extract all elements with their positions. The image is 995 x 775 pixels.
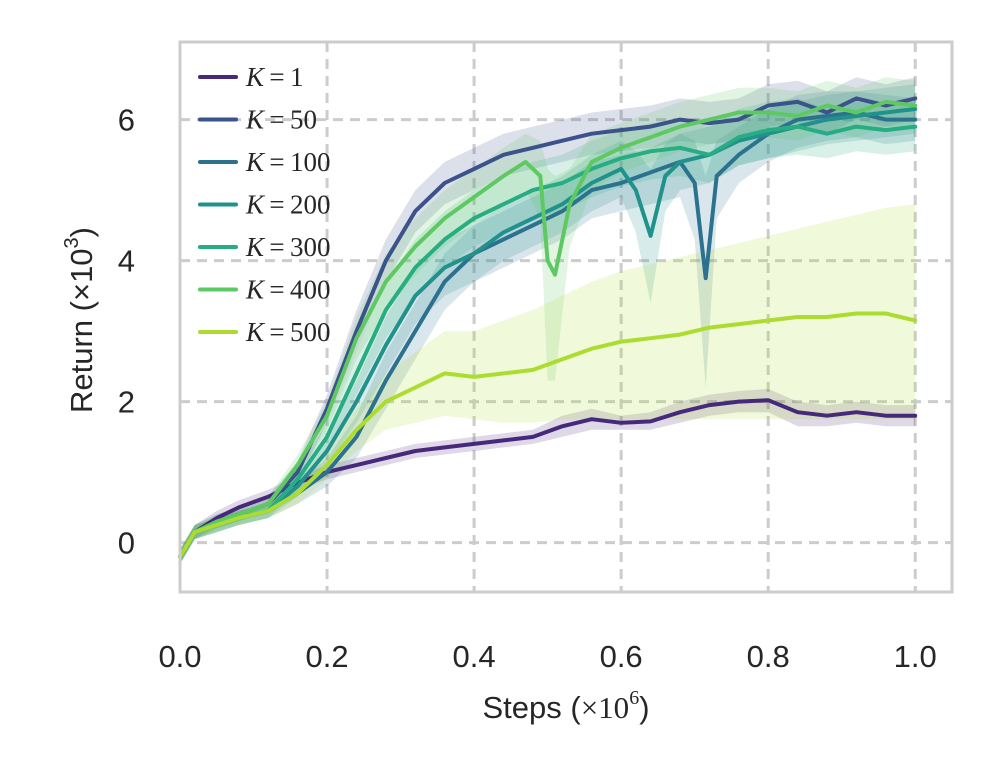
- x-tick-label: 0.8: [747, 639, 790, 674]
- series-line-k300: [178, 124, 918, 559]
- legend: K = 1 K = 50 K = 100 K = 200 K = 300 K = 400 K…: [198, 62, 331, 347]
- series-line-k200: [178, 107, 918, 559]
- legend-label: K = 500: [245, 317, 331, 347]
- legend-label: K = 1: [245, 62, 304, 92]
- y-tick-label: 2: [118, 385, 135, 420]
- y-axis-label: Return (×103): [61, 227, 99, 413]
- series-band-k1: [180, 388, 916, 564]
- confidence-bands: [180, 77, 916, 564]
- legend-entry-k300: K = 300: [198, 232, 331, 262]
- legend-label: K = 400: [245, 275, 331, 305]
- x-tick-label: 0.4: [453, 639, 496, 674]
- legend-entry-k50: K = 50: [198, 105, 317, 135]
- legend-label: K = 50: [245, 105, 317, 135]
- x-tick-label: 0.0: [158, 639, 201, 674]
- series-band-k300: [180, 98, 916, 564]
- x-tick-label: 1.0: [894, 639, 937, 674]
- series-band-k400: [180, 77, 916, 564]
- legend-label: K = 100: [245, 147, 331, 177]
- legend-label: K = 300: [245, 232, 331, 262]
- y-tick-labels: 0 2 4 6: [118, 103, 135, 561]
- y-tick-label: 4: [118, 244, 135, 279]
- y-tick-label: 6: [118, 103, 135, 138]
- legend-entry-k400: K = 400: [198, 275, 331, 305]
- legend-entry-k500: K = 500: [198, 317, 331, 347]
- y-tick-label: 0: [118, 526, 135, 561]
- x-axis-label: Steps (×106): [482, 687, 649, 725]
- plot-frame: [178, 40, 954, 594]
- x-tick-label: 0.6: [600, 639, 643, 674]
- series-line-k500: [178, 311, 918, 559]
- series-band-k500: [180, 204, 916, 564]
- x-tick-labels: 0.0 0.2 0.4 0.6 0.8 1.0: [158, 639, 936, 674]
- x-tick-label: 0.2: [305, 639, 348, 674]
- series-lines: [178, 96, 918, 559]
- legend-entry-k100: K = 100: [198, 147, 331, 177]
- legend-entry-k1: K = 1: [198, 62, 304, 92]
- series-line-k400: [178, 99, 918, 559]
- grid: [178, 42, 952, 592]
- legend-entry-k200: K = 200: [198, 190, 331, 220]
- legend-label: K = 200: [245, 190, 331, 220]
- series-band-k100: [180, 91, 916, 564]
